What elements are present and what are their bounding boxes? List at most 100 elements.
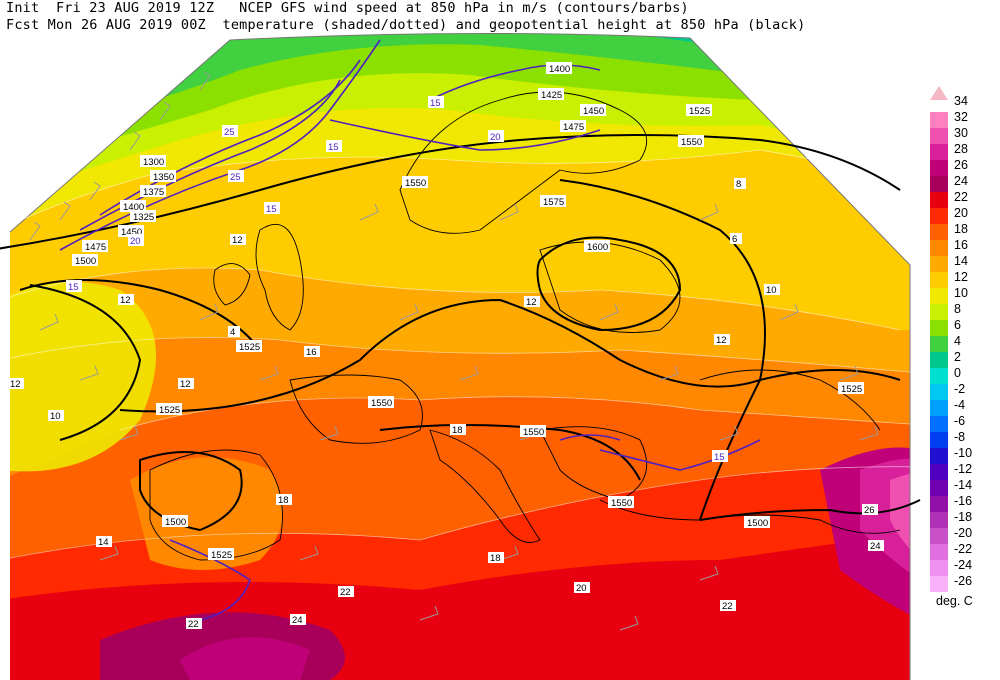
legend-arrow-icon — [930, 86, 948, 100]
chart-header: Init Fri 23 AUG 2019 12Z NCEP GFS wind s… — [6, 0, 806, 34]
temp-label: 12 — [178, 378, 194, 390]
legend-label: 14 — [954, 254, 968, 268]
height-label: 1475 — [82, 240, 108, 253]
height-label: 1525 — [208, 548, 234, 561]
legend-label: 8 — [954, 302, 961, 316]
svg-text:1525: 1525 — [689, 106, 710, 117]
height-label: 1475 — [560, 120, 586, 133]
legend-label: 16 — [954, 238, 968, 252]
svg-text:22: 22 — [340, 587, 351, 598]
temp-label: 4 — [228, 326, 240, 338]
height-label: 1525 — [236, 340, 262, 353]
legend-swatch — [930, 176, 948, 192]
svg-text:18: 18 — [278, 495, 289, 506]
legend-swatch — [930, 240, 948, 256]
legend-swatch — [930, 336, 948, 352]
height-label: 1550 — [402, 176, 428, 189]
legend-label: 4 — [954, 334, 961, 348]
svg-text:18: 18 — [452, 425, 463, 436]
legend-label: -14 — [954, 478, 973, 492]
legend-label: 34 — [954, 94, 968, 108]
svg-text:6: 6 — [732, 234, 737, 245]
legend-swatch — [930, 368, 948, 384]
svg-text:22: 22 — [722, 601, 733, 612]
legend-swatch — [930, 560, 948, 576]
legend-label: 22 — [954, 190, 968, 204]
svg-text:1550: 1550 — [523, 427, 544, 438]
legend-label: 20 — [954, 206, 968, 220]
height-label: 1550 — [608, 496, 634, 509]
svg-text:14: 14 — [98, 537, 109, 548]
legend-label: -20 — [954, 526, 973, 540]
svg-text:1325: 1325 — [133, 212, 154, 223]
svg-text:15: 15 — [328, 142, 339, 153]
height-label: 1550 — [368, 396, 394, 409]
svg-text:1525: 1525 — [211, 550, 232, 561]
temp-label: 20 — [574, 582, 590, 594]
wind-label: 15 — [428, 96, 444, 109]
wind-label: 15 — [326, 140, 342, 153]
legend-unit: deg. C — [936, 594, 973, 608]
legend-label: 32 — [954, 110, 968, 124]
wind-label: 15 — [66, 280, 82, 293]
height-label: 1550 — [520, 425, 546, 438]
temp-label: 12 — [230, 234, 246, 246]
svg-text:8: 8 — [736, 179, 741, 190]
legend-label: -24 — [954, 558, 973, 572]
temp-label: 22 — [720, 600, 736, 612]
legend-label: -18 — [954, 510, 973, 524]
svg-text:1450: 1450 — [583, 106, 604, 117]
svg-text:12: 12 — [10, 379, 21, 390]
forecast-line: Fcst Mon 26 AUG 2019 00Z temperature (sh… — [6, 17, 806, 33]
height-label: 1525 — [838, 382, 864, 395]
svg-text:1375: 1375 — [143, 187, 164, 198]
legend-label: 6 — [954, 318, 961, 332]
legend-label: 26 — [954, 158, 968, 172]
legend-label: 24 — [954, 174, 968, 188]
legend-swatch — [930, 208, 948, 224]
svg-text:4: 4 — [230, 327, 235, 338]
temp-label: 24 — [868, 540, 884, 552]
legend-swatch — [930, 576, 948, 592]
init-line: Init Fri 23 AUG 2019 12Z NCEP GFS wind s… — [6, 0, 689, 16]
legend-label: 0 — [954, 366, 961, 380]
temp-label: 12 — [8, 378, 24, 390]
temp-label: 12 — [118, 294, 134, 306]
legend-label: -12 — [954, 462, 973, 476]
temp-label: 12 — [524, 296, 540, 308]
svg-text:24: 24 — [870, 541, 881, 552]
legend-label: -16 — [954, 494, 973, 508]
legend-swatch — [930, 112, 948, 128]
legend-label: 2 — [954, 350, 961, 364]
temp-label: 6 — [730, 233, 742, 245]
svg-text:1400: 1400 — [549, 64, 570, 75]
legend-swatch — [930, 160, 948, 176]
svg-text:10: 10 — [766, 285, 777, 296]
legend-label: 30 — [954, 126, 968, 140]
height-label: 1300 — [140, 155, 166, 168]
contour-labels: 1400 1425 1450 1475 1525 1550 1600 1525 … — [8, 62, 884, 630]
legend-swatch — [930, 128, 948, 144]
height-label: 1525 — [686, 104, 712, 117]
legend-label: -26 — [954, 574, 973, 588]
svg-text:26: 26 — [864, 505, 875, 516]
svg-text:1500: 1500 — [165, 517, 186, 528]
height-label: 1500 — [162, 515, 188, 528]
temp-label: 14 — [96, 536, 112, 548]
svg-text:15: 15 — [68, 282, 79, 293]
map-boundary — [9, 32, 911, 680]
svg-text:1600: 1600 — [587, 242, 608, 253]
temp-label: 18 — [450, 424, 466, 436]
height-label: 1600 — [584, 240, 610, 253]
legend-label: -10 — [954, 446, 973, 460]
wind-label: 25 — [228, 170, 244, 183]
legend-label: -8 — [954, 430, 966, 444]
legend-swatch — [930, 384, 948, 400]
svg-text:20: 20 — [576, 583, 587, 594]
height-label: 1450 — [580, 104, 606, 117]
legend-swatch — [930, 480, 948, 496]
legend-label: -4 — [954, 398, 966, 412]
wind-label: 15 — [712, 450, 728, 463]
legend-label: 12 — [954, 270, 968, 284]
